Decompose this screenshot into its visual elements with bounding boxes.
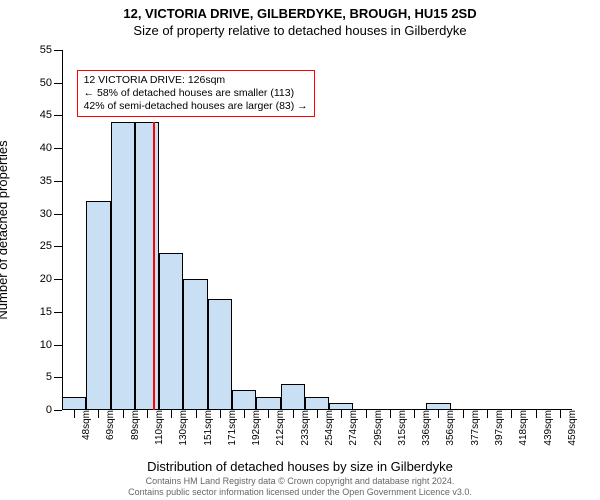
x-tick — [74, 410, 75, 418]
annotation-box: 12 VICTORIA DRIVE: 126sqm← 58% of detach… — [77, 70, 315, 117]
y-tick-label: 45 — [40, 109, 62, 121]
x-tick — [414, 410, 415, 418]
x-tick-label: 48sqm — [77, 410, 92, 440]
x-tick — [293, 410, 294, 418]
histogram-bar — [208, 299, 232, 410]
annotation-line: 42% of semi-detached houses are larger (… — [84, 100, 308, 113]
x-tick — [98, 410, 99, 418]
x-tick — [123, 410, 124, 418]
y-tick-label: 10 — [40, 339, 62, 351]
x-tick — [268, 410, 269, 418]
x-axis-label: Distribution of detached houses by size … — [0, 459, 600, 474]
y-tick-label: 15 — [40, 306, 62, 318]
y-axis-label: Number of detached properties — [0, 140, 10, 319]
y-tick-label: 30 — [40, 208, 62, 220]
x-tick-label: 439sqm — [539, 410, 554, 446]
x-tick-label: 356sqm — [441, 410, 456, 446]
histogram-bar — [111, 122, 135, 410]
attribution-line2: Contains public sector information licen… — [0, 487, 600, 498]
chart-plot-area: 051015202530354045505548sqm69sqm89sqm110… — [62, 50, 572, 410]
histogram-bar — [281, 384, 305, 410]
y-tick-label: 55 — [40, 44, 62, 56]
x-tick — [438, 410, 439, 418]
y-tick-label: 40 — [40, 142, 62, 154]
chart-sub-title: Size of property relative to detached ho… — [0, 21, 600, 38]
x-tick-label: 110sqm — [150, 410, 165, 445]
x-tick-label: 336sqm — [417, 410, 432, 446]
histogram-bar — [232, 390, 256, 410]
y-tick-label: 5 — [46, 371, 62, 383]
x-tick — [220, 410, 221, 418]
x-tick-label: 295sqm — [369, 410, 384, 446]
histogram-bar — [159, 253, 183, 410]
x-tick — [244, 410, 245, 418]
y-tick-label: 0 — [46, 404, 62, 416]
property-marker-line — [153, 122, 155, 410]
x-tick-label: 192sqm — [247, 410, 262, 446]
x-tick — [390, 410, 391, 418]
x-tick-label: 130sqm — [174, 410, 189, 446]
x-tick-label: 315sqm — [393, 410, 408, 446]
x-tick-label: 377sqm — [466, 410, 481, 446]
x-tick — [487, 410, 488, 418]
y-tick-label: 25 — [40, 240, 62, 252]
histogram-bar — [135, 122, 159, 410]
x-tick-label: 89sqm — [126, 410, 141, 440]
x-tick-label: 459sqm — [563, 410, 578, 446]
x-tick — [196, 410, 197, 418]
y-tick-label: 35 — [40, 175, 62, 187]
annotation-line: 12 VICTORIA DRIVE: 126sqm — [84, 74, 308, 87]
x-tick-label: 212sqm — [271, 410, 286, 446]
x-tick-label: 69sqm — [101, 410, 116, 440]
histogram-bar — [256, 397, 280, 410]
x-tick — [341, 410, 342, 418]
x-tick-label: 274sqm — [344, 410, 359, 446]
histogram-bar — [62, 397, 86, 410]
annotation-line: ← 58% of detached houses are smaller (11… — [84, 87, 308, 100]
x-tick — [511, 410, 512, 418]
x-tick — [463, 410, 464, 418]
x-tick-label: 151sqm — [199, 410, 214, 446]
chart-main-title: 12, VICTORIA DRIVE, GILBERDYKE, BROUGH, … — [0, 0, 600, 21]
histogram-bar — [86, 201, 110, 410]
x-tick — [317, 410, 318, 418]
x-tick-label: 254sqm — [320, 410, 335, 446]
y-tick-label: 20 — [40, 273, 62, 285]
attribution-text: Contains HM Land Registry data © Crown c… — [0, 476, 600, 498]
x-tick — [147, 410, 148, 418]
x-tick — [366, 410, 367, 418]
histogram-bar — [183, 279, 207, 410]
x-tick-label: 397sqm — [490, 410, 505, 446]
x-tick-label: 233sqm — [296, 410, 311, 446]
x-tick — [536, 410, 537, 418]
x-tick — [171, 410, 172, 418]
attribution-line1: Contains HM Land Registry data © Crown c… — [0, 476, 600, 487]
y-tick-label: 50 — [40, 77, 62, 89]
histogram-bar — [305, 397, 329, 410]
x-tick — [560, 410, 561, 418]
x-tick-label: 418sqm — [514, 410, 529, 446]
x-tick-label: 171sqm — [223, 410, 238, 446]
